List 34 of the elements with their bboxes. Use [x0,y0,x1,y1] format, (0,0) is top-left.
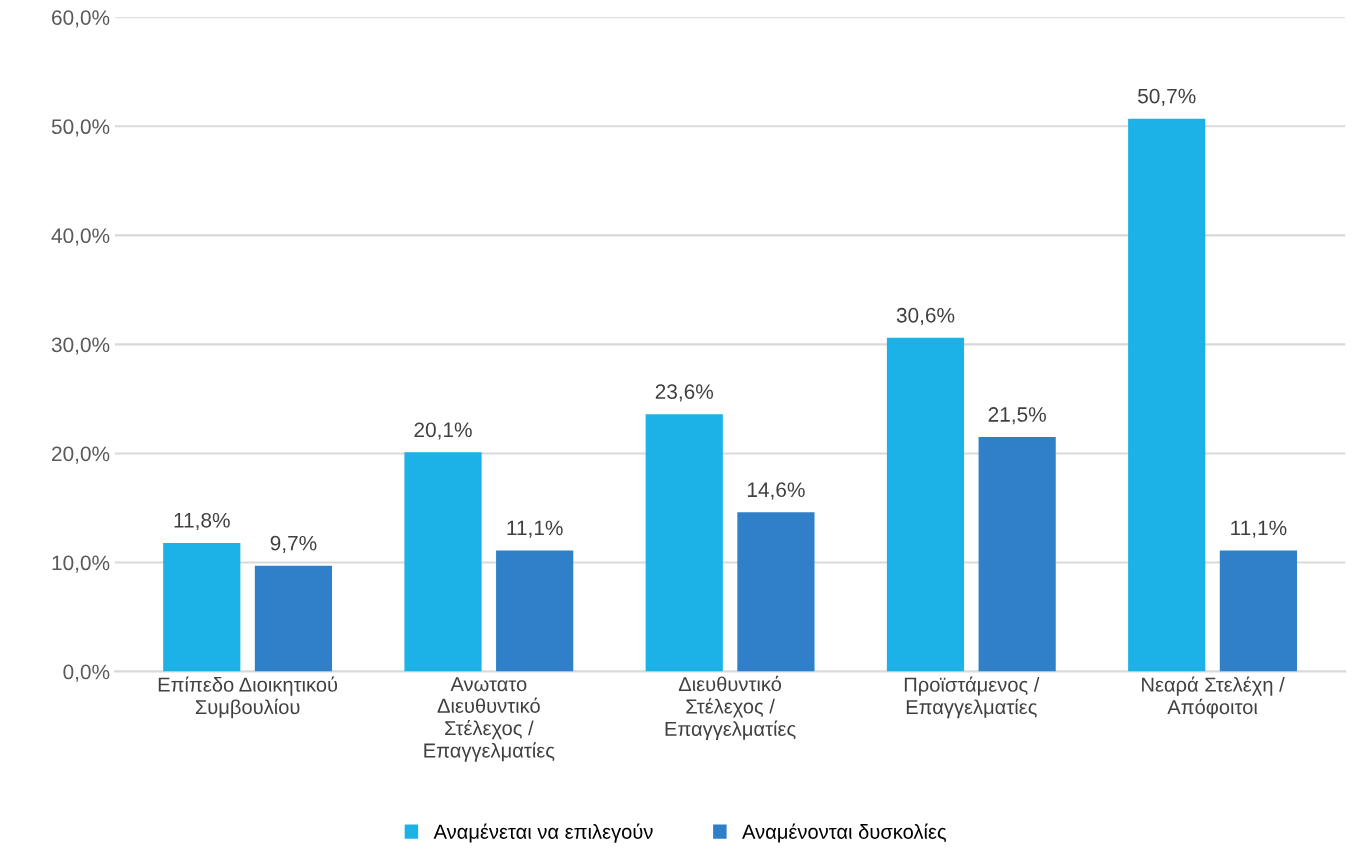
data-label: 11,8% [174,512,230,531]
bar [737,512,815,672]
bar [254,565,333,672]
y-tick-label: 20,0% [52,446,110,464]
y-tick-label: 30,0% [51,337,110,355]
legend-label: Αναμένονται δυσκολίες [742,823,947,843]
x-tick-label: Επίπεδο Διοικητικού Συμβουλίου [158,676,338,719]
data-label: 23,6% [655,384,714,402]
bar [496,550,574,672]
bar [645,414,723,672]
data-label: 21,5% [988,407,1046,425]
bar [1128,118,1206,672]
bar [886,337,965,672]
data-label: 11,1% [507,520,563,538]
y-tick-label: 60,0% [52,10,110,28]
y-tick-label: 50,0% [51,119,110,137]
data-label: 11,1% [1231,520,1287,538]
data-label: 14,6% [747,482,805,500]
x-tick-label: Ανωτατο Διευθυντικό Στέλεχος / Επαγγελματίες [424,677,555,762]
bar [978,437,1056,672]
data-label: 20,1% [414,422,472,440]
y-tick-label: 0,0% [63,664,110,682]
bar [404,452,482,672]
y-tick-label: 40,0% [51,228,110,246]
x-tick-label: Προϊστάμενος / Επαγγελματίες [904,676,1040,719]
legend-label: Αναμένεται να επιλεγούν [433,823,653,843]
y-tick-label: 10,0% [52,555,110,573]
x-tick-label: Διευθυντικό Στέλεχος / Επαγγελματίες [665,675,796,740]
data-label: 50,7% [1138,88,1196,106]
bar [163,542,241,672]
x-tick-label: Νεαρά Στελέχη / Απόφοιτοι [1142,676,1285,719]
data-label: 9,7% [270,535,317,554]
bar [1219,550,1297,672]
data-label: 30,6% [896,307,955,326]
